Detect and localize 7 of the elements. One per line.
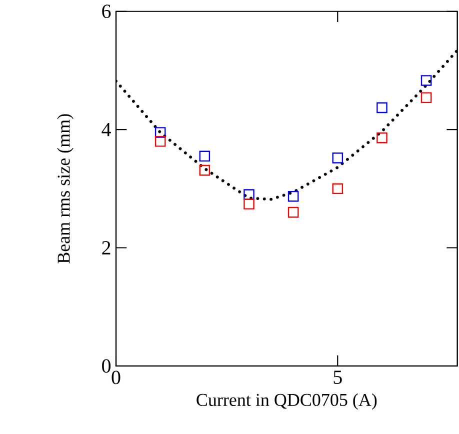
y-tick-label: 0 xyxy=(102,359,111,373)
y-tick-label: 6 xyxy=(102,4,111,18)
x-tick-label: 5 xyxy=(334,370,342,384)
x-axis-title: Current in QDC0705 (A) xyxy=(196,393,377,410)
y-tick-label: 2 xyxy=(102,241,110,254)
y-tick-label: 4 xyxy=(102,122,111,136)
y-axis-title: Beam rms size (mm) xyxy=(57,114,74,264)
